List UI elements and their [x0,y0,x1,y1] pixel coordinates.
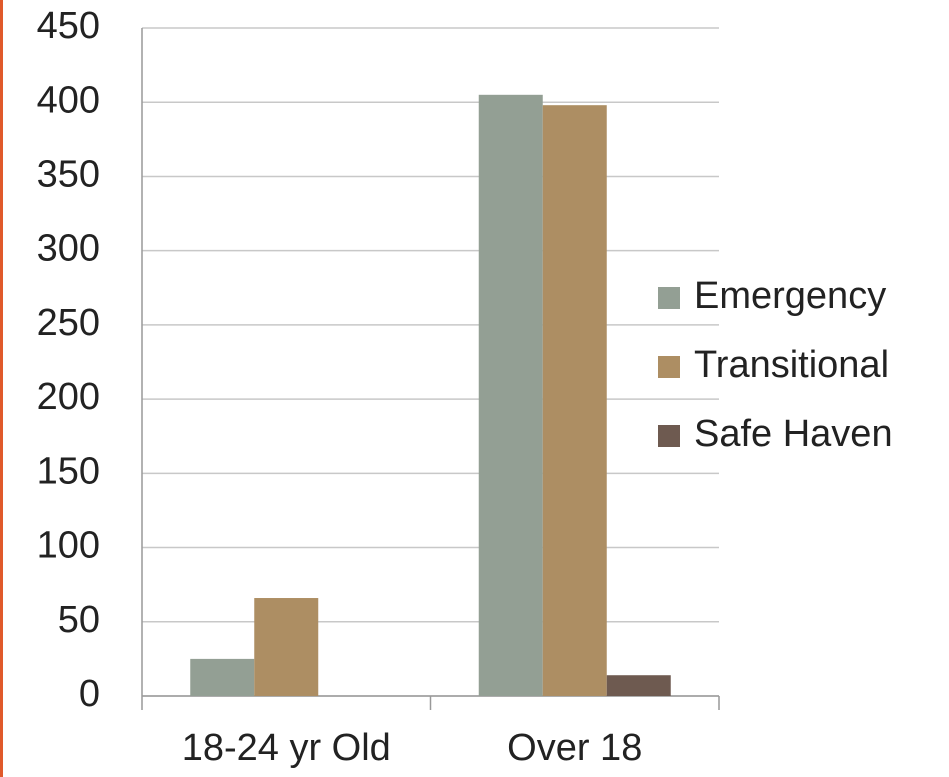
legend-swatch [658,287,680,309]
x-tick-label: Over 18 [507,727,642,769]
y-tick-label: 450 [37,5,100,47]
y-tick-label: 50 [58,599,100,641]
y-tick-label: 350 [37,153,100,195]
y-tick-label: 150 [37,450,100,492]
bar [606,675,671,696]
x-tick-label: 18-24 yr Old [182,727,391,769]
bar [542,105,607,697]
legend-swatch [658,425,680,447]
y-tick-label: 300 [37,228,100,270]
bar [190,658,255,696]
y-tick-label: 200 [37,376,100,418]
bar [478,94,543,697]
y-tick-label: 100 [37,525,100,567]
left-border [0,0,3,777]
legend-label: Safe Haven [694,413,893,455]
legend-swatch [658,356,680,378]
legend-label: Emergency [694,275,886,317]
y-tick-label: 0 [79,673,100,715]
y-tick-label: 400 [37,79,100,121]
y-tick-label: 250 [37,302,100,344]
legend-label: Transitional [694,344,889,386]
bar [254,598,319,696]
